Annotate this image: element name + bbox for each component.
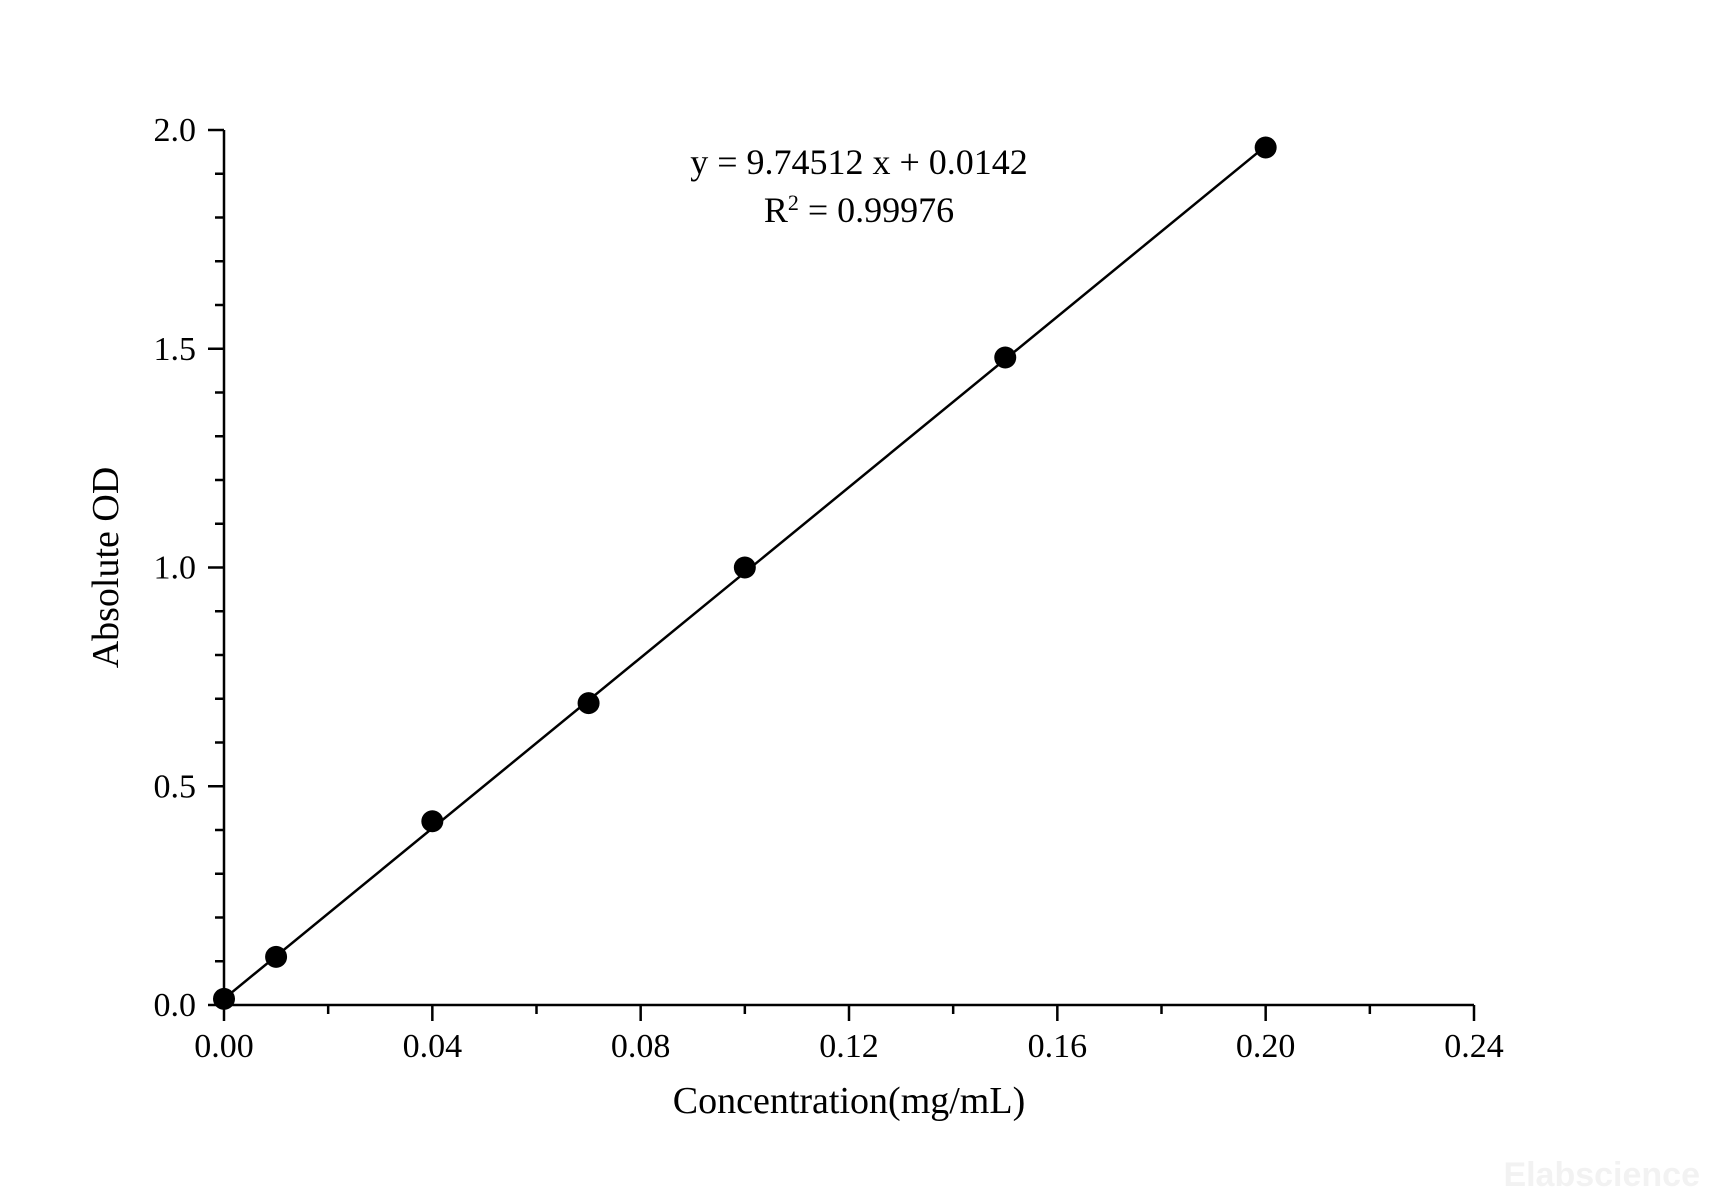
calibration-chart: Elabscience 0.00 0.04 0.08 0.12 0.16 0.20 0.24 0…: [0, 0, 1710, 1194]
data-point: [421, 810, 443, 832]
x-tick-label: 0.16: [1028, 1028, 1088, 1065]
watermark: Elabscience: [1503, 1156, 1700, 1194]
x-tick-label: 0.04: [403, 1028, 463, 1065]
x-tick-label: 0.12: [819, 1028, 879, 1065]
y-tick-label: 1.0: [154, 550, 197, 587]
fit-equation-line1: y = 9.74512 x + 0.0142: [690, 142, 1028, 182]
y-tick-label: 2.0: [154, 112, 197, 149]
y-tick-label: 0.5: [154, 768, 197, 805]
x-axis-label: Concentration(mg/mL): [673, 1080, 1025, 1122]
x-tick-label: 0.08: [611, 1028, 671, 1065]
y-tick-label: 0.0: [154, 987, 197, 1024]
x-tick-label: 0.00: [194, 1028, 254, 1065]
data-point: [734, 557, 756, 579]
chart-container: Elabscience 0.00 0.04 0.08 0.12 0.16 0.20 0.24 0…: [0, 0, 1710, 1194]
x-tick-label: 0.24: [1444, 1028, 1504, 1065]
data-point: [265, 946, 287, 968]
x-tick-label: 0.20: [1236, 1028, 1296, 1065]
data-point: [994, 347, 1016, 369]
y-axis-label: Absolute OD: [85, 467, 127, 669]
y-tick-label: 1.5: [154, 331, 197, 368]
data-point: [1255, 137, 1277, 159]
data-point: [578, 692, 600, 714]
data-point: [213, 988, 235, 1010]
